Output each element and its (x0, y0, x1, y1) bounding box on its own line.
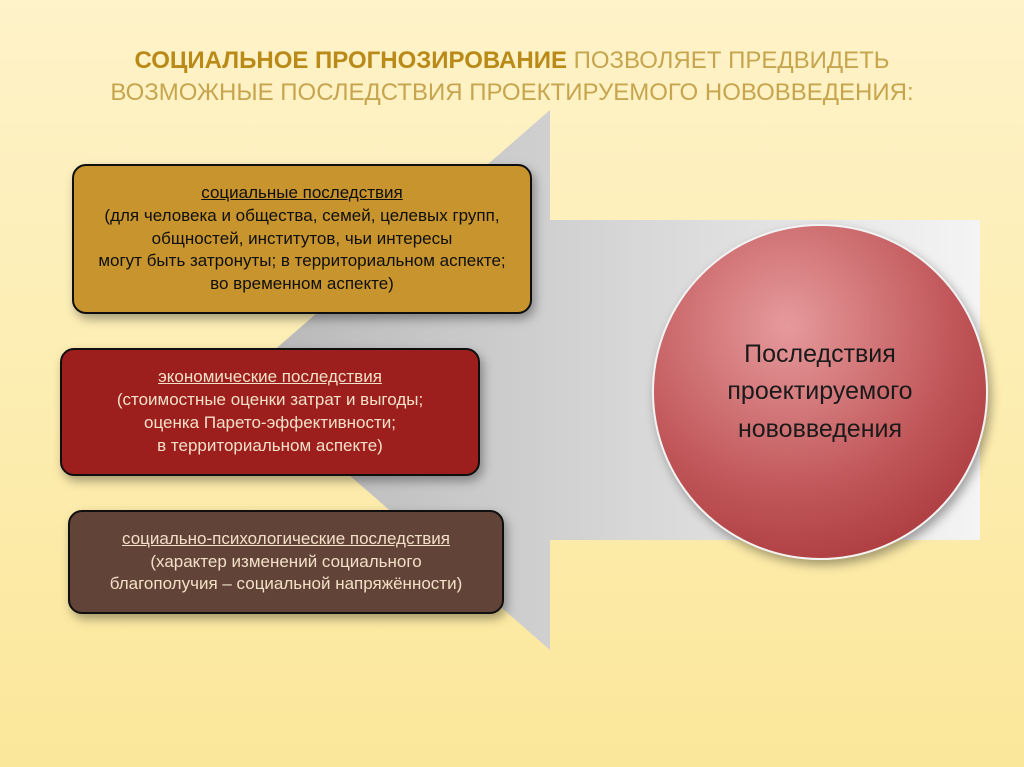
box-line: оценка Парето-эффективности; (144, 412, 396, 435)
box-line: благополучия – социальной напряжённости) (110, 573, 462, 596)
box-social: социальные последствия(для человека и об… (72, 164, 532, 314)
box-title-economic: экономические последствия (158, 366, 382, 389)
box-line: во временном аспекте) (210, 273, 394, 296)
box-title-social: социальные последствия (201, 182, 403, 205)
box-line: (для человека и общества, семей, целевых… (104, 205, 499, 228)
circle-line3: нововведения (727, 411, 912, 449)
box-title-psych: социально-психологические последствия (122, 528, 450, 551)
box-economic: экономические последствия(стоимостные оц… (60, 348, 480, 476)
circle-text: Последствия проектируемого нововведения (727, 336, 912, 449)
box-line: в территориальном аспекте) (157, 435, 383, 458)
circle-line1: Последствия (727, 336, 912, 374)
title-line2: возможные последствия проектируемого нов… (0, 77, 1024, 109)
circle-line2: проектируемого (727, 373, 912, 411)
title-rest: позволяет предвидеть (567, 47, 890, 74)
box-line: могут быть затронуты; в территориальном … (98, 250, 505, 273)
consequences-circle: Последствия проектируемого нововведения (652, 224, 988, 560)
slide-title: Социальное прогнозирование позволяет пре… (0, 45, 1024, 110)
box-line: (характер изменений социального (150, 551, 421, 574)
title-strong: Социальное прогнозирование (134, 47, 567, 74)
box-psych: социально-психологические последствия (х… (68, 510, 504, 614)
box-line: общностей, институтов, чьи интересы (152, 228, 453, 251)
box-line: (стоимостные оценки затрат и выгоды; (117, 389, 423, 412)
